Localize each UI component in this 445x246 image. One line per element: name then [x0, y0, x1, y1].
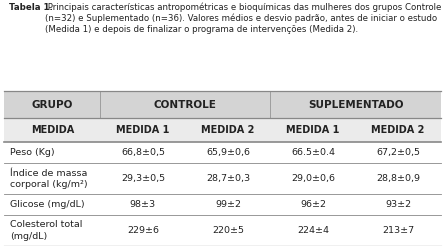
Text: 65,9±0,6: 65,9±0,6 — [206, 148, 250, 157]
Bar — [101, 163, 186, 194]
Bar — [4, 142, 101, 163]
Text: Colesterol total
(mg/dL): Colesterol total (mg/dL) — [10, 220, 82, 241]
Text: MEDIDA 1: MEDIDA 1 — [286, 125, 340, 135]
Text: 213±7: 213±7 — [382, 226, 414, 235]
Bar — [186, 215, 271, 246]
Bar — [271, 163, 356, 194]
Text: Glicose (mg/dL): Glicose (mg/dL) — [10, 200, 84, 209]
Bar — [271, 91, 441, 118]
Bar — [356, 215, 441, 246]
Text: 93±2: 93±2 — [385, 200, 411, 209]
Text: SUPLEMENTADO: SUPLEMENTADO — [308, 100, 403, 109]
Bar — [186, 118, 271, 142]
Text: 96±2: 96±2 — [300, 200, 326, 209]
Bar — [271, 215, 356, 246]
Text: Índice de massa
corporal (kg/m²): Índice de massa corporal (kg/m²) — [10, 169, 87, 189]
Bar — [101, 118, 186, 142]
Bar — [186, 163, 271, 194]
Text: 99±2: 99±2 — [215, 200, 241, 209]
Text: 229±6: 229±6 — [127, 226, 159, 235]
Text: 224±4: 224±4 — [297, 226, 329, 235]
Bar — [101, 91, 271, 118]
Bar — [271, 118, 356, 142]
Text: 66.5±0.4: 66.5±0.4 — [291, 148, 335, 157]
Bar — [101, 215, 186, 246]
Bar — [101, 194, 186, 215]
Bar — [271, 194, 356, 215]
Text: 29,0±0,6: 29,0±0,6 — [291, 174, 335, 183]
Text: MEDIDA: MEDIDA — [31, 125, 74, 135]
Bar — [4, 91, 101, 118]
Text: Peso (Kg): Peso (Kg) — [10, 148, 54, 157]
Bar — [101, 142, 186, 163]
Bar — [356, 163, 441, 194]
Text: Principais características antropométricas e bioquímicas das mulheres dos grupos: Principais características antropométric… — [45, 3, 442, 34]
Text: 29,3±0,5: 29,3±0,5 — [121, 174, 165, 183]
Text: MEDIDA 2: MEDIDA 2 — [371, 125, 425, 135]
Bar — [4, 215, 101, 246]
Text: 67,2±0,5: 67,2±0,5 — [376, 148, 420, 157]
Bar — [4, 118, 101, 142]
Bar — [356, 194, 441, 215]
Bar — [4, 194, 101, 215]
Text: 98±3: 98±3 — [130, 200, 156, 209]
Text: CONTROLE: CONTROLE — [154, 100, 217, 109]
Text: 66,8±0,5: 66,8±0,5 — [121, 148, 165, 157]
Bar — [186, 194, 271, 215]
Text: 28,7±0,3: 28,7±0,3 — [206, 174, 250, 183]
Bar — [4, 163, 101, 194]
Text: 28,8±0,9: 28,8±0,9 — [376, 174, 420, 183]
Bar — [271, 142, 356, 163]
Text: MEDIDA 1: MEDIDA 1 — [116, 125, 170, 135]
Bar — [356, 142, 441, 163]
Bar — [356, 118, 441, 142]
Text: 220±5: 220±5 — [212, 226, 244, 235]
Text: GRUPO: GRUPO — [32, 100, 73, 109]
Text: MEDIDA 2: MEDIDA 2 — [201, 125, 255, 135]
Bar — [186, 142, 271, 163]
Text: Tabela 1.: Tabela 1. — [9, 3, 53, 12]
